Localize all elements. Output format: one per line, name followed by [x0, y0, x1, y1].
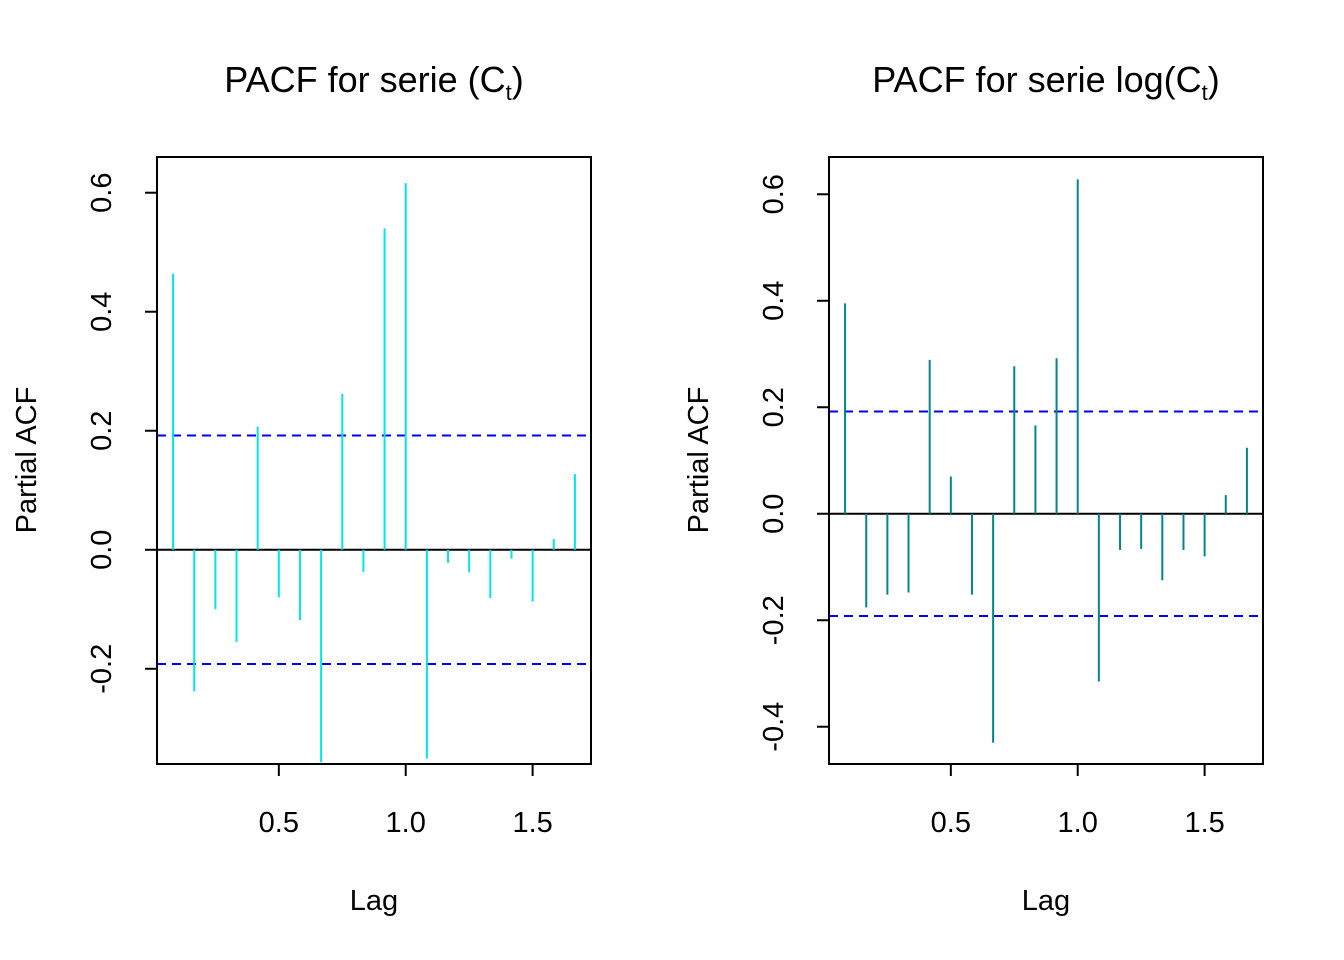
chart-title-1-sub: t — [506, 80, 512, 105]
y-tick-label-2-3: 0.0 — [758, 494, 790, 534]
x-tick-label-1-1: 0.5 — [259, 807, 299, 839]
y-axis-label-1: Partial ACF — [11, 387, 43, 534]
x-tick-label-2-1: 0.5 — [931, 807, 971, 839]
chart-title-2: PACF for serie log(Ct) — [872, 59, 1220, 105]
x-tick-label-1-3: 1.5 — [512, 807, 552, 839]
panel-1: PACF for serie (Ct) Lag Partial ACF 0.5 1… — [11, 59, 592, 917]
x-tick-label-1-2: 1.0 — [386, 807, 426, 839]
chart-title-1-main: PACF for serie (C — [224, 59, 505, 100]
y-axis-label-2: Partial ACF — [683, 387, 715, 534]
y-tick-label-2-4: 0.2 — [758, 387, 790, 427]
y-tick-label-1-3: 0.2 — [86, 411, 118, 451]
chart-title-2-end: ) — [1208, 59, 1220, 100]
chart-title-2-main: PACF for serie log(C — [872, 59, 1201, 100]
plot-frame-2 — [828, 156, 1264, 765]
y-tick-label-2-6: 0.6 — [758, 174, 790, 214]
x-axis-label-1: Lag — [350, 885, 398, 917]
chart-title-1-end: ) — [512, 59, 524, 100]
y-tick-label-1-2: 0.0 — [86, 530, 118, 570]
y-tick-label-2-1: -0.4 — [758, 702, 790, 752]
x-axis-label-2: Lag — [1022, 885, 1070, 917]
plot-area-2: 0.5 1.0 1.5 -0.4 -0.2 0.0 0.2 0.4 0.6 — [758, 156, 1264, 839]
chart-title-1: PACF for serie (Ct) — [224, 59, 524, 105]
plot-area-1: 0.5 1.0 1.5 -0.2 0.0 0.2 0.4 0.6 — [86, 156, 592, 839]
x-tick-label-2-3: 1.5 — [1184, 807, 1224, 839]
y-tick-label-2-5: 0.4 — [758, 281, 790, 321]
plot-frame-1 — [156, 156, 592, 765]
panel-2: PACF for serie log(Ct) Lag Partial ACF 0… — [683, 59, 1264, 917]
y-tick-label-1-1: -0.2 — [86, 644, 118, 694]
chart-title-2-sub: t — [1202, 80, 1208, 105]
y-tick-label-2-2: -0.2 — [758, 595, 790, 645]
y-tick-label-1-4: 0.4 — [86, 292, 118, 332]
x-tick-label-2-2: 1.0 — [1058, 807, 1098, 839]
y-tick-label-1-5: 0.6 — [86, 173, 118, 213]
